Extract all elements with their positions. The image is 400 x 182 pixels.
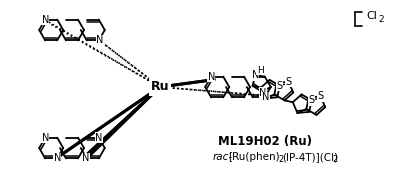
Text: N: N [82,153,90,163]
Text: N: N [262,92,270,102]
Text: N: N [95,133,102,143]
Text: N: N [259,88,267,98]
Text: N: N [42,15,49,25]
Text: N: N [54,153,61,163]
Text: 2: 2 [278,155,283,164]
Text: Ru: Ru [151,80,169,94]
Text: N: N [42,133,49,143]
Text: N: N [96,35,104,45]
Text: ML19H02 (Ru): ML19H02 (Ru) [218,136,312,149]
Text: rac-: rac- [213,152,233,162]
Text: 2: 2 [378,15,384,23]
Text: S: S [286,77,292,87]
Text: S: S [318,91,324,101]
Text: 2: 2 [332,155,337,164]
Text: N: N [262,92,270,102]
Text: N: N [42,15,49,25]
Text: N: N [208,72,215,82]
Text: N: N [96,35,104,45]
Text: N: N [252,70,259,80]
Text: Cl: Cl [366,11,377,21]
Text: S: S [277,81,283,91]
Text: H: H [257,66,264,75]
Text: N: N [208,72,215,82]
Text: S: S [309,95,315,105]
Text: (IP-4T)](Cl): (IP-4T)](Cl) [282,152,338,162]
Text: [Ru(phen): [Ru(phen) [228,152,280,162]
